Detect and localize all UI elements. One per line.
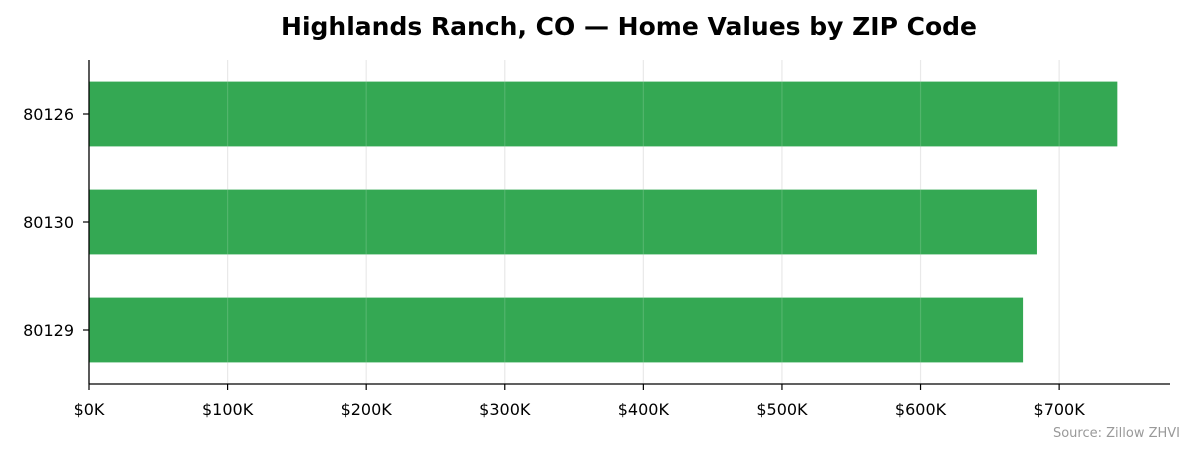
y-tick-label: 80129: [23, 321, 74, 340]
x-tick-label: $400K: [618, 400, 670, 419]
source-note: Source: Zillow ZHVI: [1053, 426, 1180, 441]
x-tick-label: $700K: [1034, 400, 1086, 419]
x-tick-label: $100K: [202, 400, 254, 419]
x-tick-label: $0K: [74, 400, 105, 419]
x-tick-label: $600K: [895, 400, 947, 419]
bar-80129: [89, 297, 1024, 363]
y-tick-label: 80126: [23, 105, 74, 124]
y-tick-label: 80130: [23, 213, 74, 232]
y-axis-ticks: 80126 80130 80129: [23, 105, 89, 340]
bar-80126: [89, 81, 1118, 147]
x-tick-label: $500K: [756, 400, 808, 419]
bar-80130: [89, 189, 1037, 255]
x-tick-label: $300K: [479, 400, 531, 419]
chart-title: Highlands Ranch, CO — Home Values by ZIP…: [281, 12, 977, 41]
bars: [89, 60, 1118, 384]
x-tick-label: $200K: [341, 400, 393, 419]
x-axis-ticks: $0K $100K $200K $300K $400K $500K $600K $700K: [74, 384, 1086, 419]
